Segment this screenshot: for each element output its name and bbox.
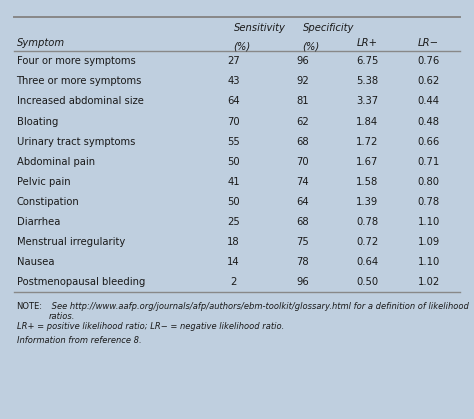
Text: 92: 92 bbox=[296, 76, 309, 86]
Text: 27: 27 bbox=[228, 56, 240, 66]
Text: 0.62: 0.62 bbox=[418, 76, 440, 86]
Text: 68: 68 bbox=[296, 137, 309, 147]
Text: Four or more symptoms: Four or more symptoms bbox=[17, 56, 136, 66]
Text: 0.71: 0.71 bbox=[418, 157, 440, 167]
Text: Three or more symptoms: Three or more symptoms bbox=[17, 76, 142, 86]
Text: 96: 96 bbox=[296, 277, 309, 287]
Text: 96: 96 bbox=[296, 56, 309, 66]
Text: 75: 75 bbox=[296, 237, 309, 247]
Text: Postmenopausal bleeding: Postmenopausal bleeding bbox=[17, 277, 145, 287]
Text: 1.67: 1.67 bbox=[356, 157, 379, 167]
Text: 68: 68 bbox=[296, 217, 309, 227]
Text: NOTE:: NOTE: bbox=[17, 302, 43, 311]
Text: 0.72: 0.72 bbox=[356, 237, 378, 247]
Text: 70: 70 bbox=[228, 116, 240, 127]
Text: 50: 50 bbox=[228, 197, 240, 207]
Text: See http://www.aafp.org/journals/afp/authors/ebm-toolkit/glossary.html for a def: See http://www.aafp.org/journals/afp/aut… bbox=[49, 302, 469, 321]
Text: 1.39: 1.39 bbox=[356, 197, 378, 207]
Text: 0.50: 0.50 bbox=[356, 277, 378, 287]
Text: LR+: LR+ bbox=[357, 38, 378, 48]
Text: 1.10: 1.10 bbox=[418, 257, 440, 267]
Text: 62: 62 bbox=[296, 116, 309, 127]
Text: Information from reference 8.: Information from reference 8. bbox=[17, 336, 141, 345]
Text: 0.64: 0.64 bbox=[356, 257, 378, 267]
Text: 81: 81 bbox=[296, 96, 309, 106]
Text: 0.80: 0.80 bbox=[418, 177, 439, 187]
Text: LR−: LR− bbox=[418, 38, 439, 48]
Text: 25: 25 bbox=[228, 217, 240, 227]
Text: 0.48: 0.48 bbox=[418, 116, 439, 127]
Text: Abdominal pain: Abdominal pain bbox=[17, 157, 95, 167]
Text: 1.58: 1.58 bbox=[356, 177, 378, 187]
Text: (%): (%) bbox=[234, 42, 251, 52]
Text: 64: 64 bbox=[228, 96, 240, 106]
Text: 43: 43 bbox=[228, 76, 240, 86]
Text: 6.75: 6.75 bbox=[356, 56, 379, 66]
Text: 0.44: 0.44 bbox=[418, 96, 439, 106]
Text: 55: 55 bbox=[228, 137, 240, 147]
Text: 14: 14 bbox=[228, 257, 240, 267]
Text: 0.76: 0.76 bbox=[418, 56, 440, 66]
Text: 2: 2 bbox=[230, 277, 237, 287]
Text: Bloating: Bloating bbox=[17, 116, 58, 127]
Text: Increased abdominal size: Increased abdominal size bbox=[17, 96, 144, 106]
Text: Menstrual irregularity: Menstrual irregularity bbox=[17, 237, 125, 247]
Text: 18: 18 bbox=[228, 237, 240, 247]
Text: Constipation: Constipation bbox=[17, 197, 79, 207]
Text: 1.02: 1.02 bbox=[418, 277, 440, 287]
Text: Pelvic pain: Pelvic pain bbox=[17, 177, 70, 187]
Text: 64: 64 bbox=[296, 197, 309, 207]
Text: 3.37: 3.37 bbox=[356, 96, 378, 106]
Text: 1.09: 1.09 bbox=[418, 237, 440, 247]
Text: Nausea: Nausea bbox=[17, 257, 54, 267]
Text: 0.66: 0.66 bbox=[418, 137, 440, 147]
Text: Sensitivity: Sensitivity bbox=[234, 23, 285, 33]
Text: 1.84: 1.84 bbox=[356, 116, 378, 127]
Text: 1.72: 1.72 bbox=[356, 137, 379, 147]
Text: Specificity: Specificity bbox=[303, 23, 354, 33]
Text: 5.38: 5.38 bbox=[356, 76, 378, 86]
Text: (%): (%) bbox=[303, 42, 320, 52]
Text: 1.10: 1.10 bbox=[418, 217, 440, 227]
Text: 41: 41 bbox=[228, 177, 240, 187]
Text: 0.78: 0.78 bbox=[418, 197, 440, 207]
Text: 74: 74 bbox=[296, 177, 309, 187]
Text: Urinary tract symptoms: Urinary tract symptoms bbox=[17, 137, 135, 147]
Text: 70: 70 bbox=[296, 157, 309, 167]
Text: Diarrhea: Diarrhea bbox=[17, 217, 60, 227]
Text: LR+ = positive likelihood ratio; LR− = negative likelihood ratio.: LR+ = positive likelihood ratio; LR− = n… bbox=[17, 322, 284, 331]
Text: 78: 78 bbox=[296, 257, 309, 267]
Text: 0.78: 0.78 bbox=[356, 217, 378, 227]
Text: Symptom: Symptom bbox=[17, 38, 65, 48]
Text: 50: 50 bbox=[228, 157, 240, 167]
